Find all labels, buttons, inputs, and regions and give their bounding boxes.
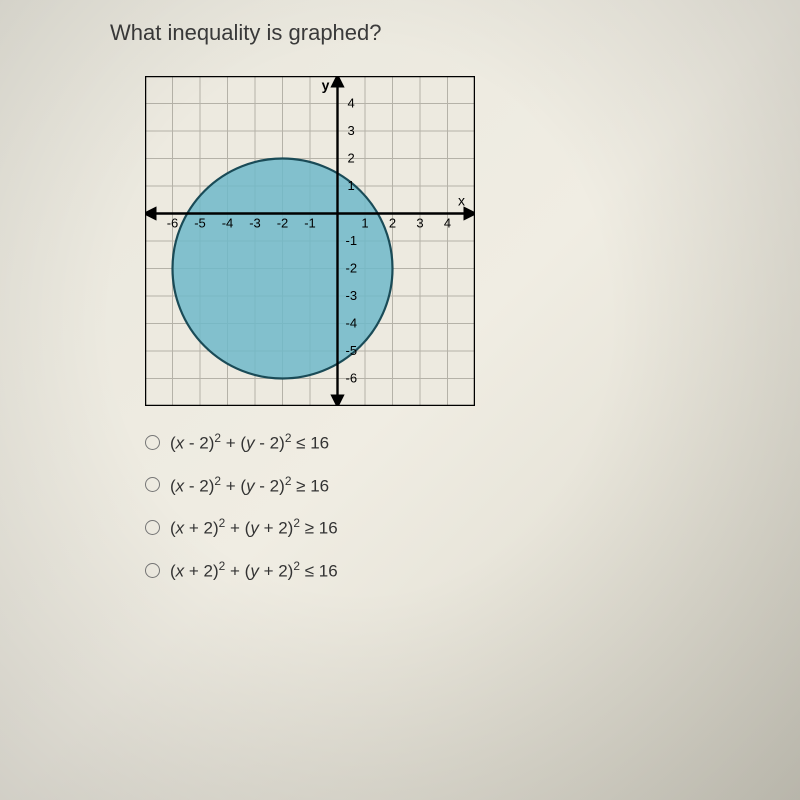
svg-text:-2: -2 — [277, 216, 289, 231]
svg-text:4: 4 — [348, 96, 355, 111]
svg-text:-4: -4 — [222, 216, 234, 231]
option-formula: (x + 2)2 + (y + 2)2 ≤ 16 — [170, 559, 338, 582]
svg-text:-5: -5 — [194, 216, 206, 231]
answer-option-3[interactable]: (x + 2)2 + (y + 2)2 ≤ 16 — [145, 559, 610, 582]
answer-option-1[interactable]: (x - 2)2 + (y - 2)2 ≥ 16 — [145, 474, 610, 497]
svg-text:x: x — [458, 193, 465, 209]
option-formula: (x + 2)2 + (y + 2)2 ≥ 16 — [170, 516, 338, 539]
svg-text:-6: -6 — [346, 371, 358, 386]
svg-text:1: 1 — [361, 216, 368, 231]
svg-text:-3: -3 — [346, 288, 358, 303]
option-formula: (x - 2)2 + (y - 2)2 ≥ 16 — [170, 474, 329, 497]
svg-text:-3: -3 — [249, 216, 261, 231]
svg-text:-6: -6 — [167, 216, 179, 231]
radio-icon[interactable] — [145, 563, 160, 578]
svg-text:3: 3 — [416, 216, 423, 231]
svg-text:1: 1 — [348, 178, 355, 193]
radio-icon[interactable] — [145, 520, 160, 535]
graph-container: xy-6-5-4-3-2-112344321-1-2-3-4-5-6 — [145, 76, 610, 406]
svg-text:-1: -1 — [346, 233, 358, 248]
svg-text:3: 3 — [348, 123, 355, 138]
svg-text:4: 4 — [444, 216, 451, 231]
svg-text:2: 2 — [389, 216, 396, 231]
answer-options: (x - 2)2 + (y - 2)2 ≤ 16 (x - 2)2 + (y - … — [145, 431, 610, 582]
answer-option-2[interactable]: (x + 2)2 + (y + 2)2 ≥ 16 — [145, 516, 610, 539]
svg-text:-1: -1 — [304, 216, 316, 231]
svg-text:-4: -4 — [346, 316, 358, 331]
svg-text:-5: -5 — [346, 343, 358, 358]
radio-icon[interactable] — [145, 435, 160, 450]
option-formula: (x - 2)2 + (y - 2)2 ≤ 16 — [170, 431, 329, 454]
svg-text:y: y — [322, 77, 330, 93]
svg-text:-2: -2 — [346, 261, 358, 276]
answer-option-0[interactable]: (x - 2)2 + (y - 2)2 ≤ 16 — [145, 431, 610, 454]
circle-inequality-graph: xy-6-5-4-3-2-112344321-1-2-3-4-5-6 — [145, 76, 475, 406]
radio-icon[interactable] — [145, 477, 160, 492]
question-text: What inequality is graphed? — [110, 20, 610, 46]
svg-text:2: 2 — [348, 151, 355, 166]
